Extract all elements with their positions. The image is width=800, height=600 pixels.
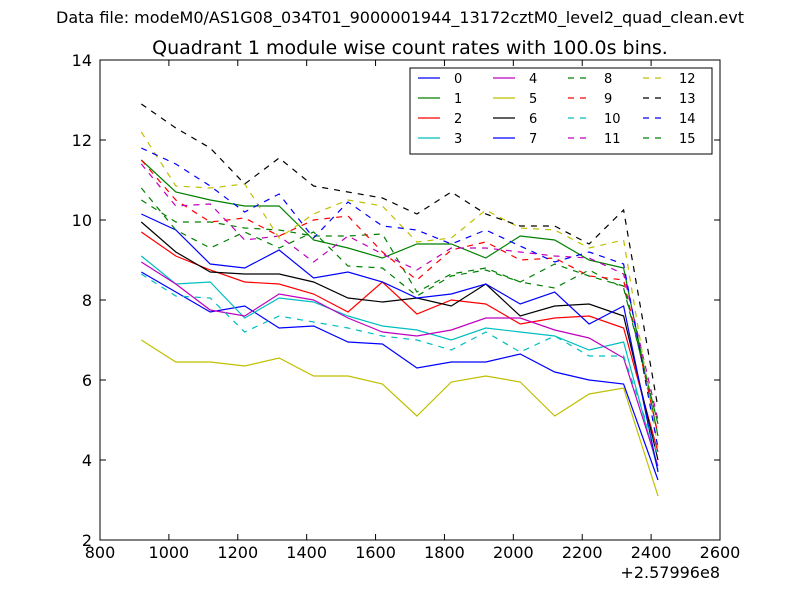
series-line-10 — [140, 273, 659, 457]
series-line-3 — [140, 255, 659, 471]
series-line-14 — [141, 147, 659, 449]
legend-label-8: 8 — [604, 72, 612, 87]
legend-label-1: 1 — [454, 92, 462, 107]
legend-label-15: 15 — [679, 132, 696, 147]
series-line-8 — [140, 199, 659, 425]
figure-suptitle: Data file: modeM0/AS1G08_034T01_90000019… — [56, 8, 744, 28]
x-tick-label: 2400 — [631, 543, 672, 562]
x-tick-label: 2000 — [493, 543, 534, 562]
legend-label-5: 5 — [529, 92, 537, 107]
series-line-12 — [140, 131, 659, 449]
legend-label-4: 4 — [529, 72, 537, 87]
series-line-5 — [140, 339, 659, 497]
x-tick-label: 1200 — [217, 543, 258, 562]
legend-label-14: 14 — [679, 112, 696, 127]
y-tick-label: 10 — [72, 211, 92, 230]
y-tick-label: 4 — [82, 451, 92, 470]
legend-label-0: 0 — [454, 72, 462, 87]
legend-label-12: 12 — [679, 72, 696, 87]
x-tick-label: 1600 — [355, 543, 396, 562]
x-tick-label: 2200 — [562, 543, 603, 562]
series-line-0 — [140, 271, 659, 481]
chart-title: Quadrant 1 module wise count rates with … — [152, 37, 668, 59]
x-tick-label: 800 — [85, 543, 116, 562]
y-tick-label: 6 — [82, 371, 92, 390]
legend-label-11: 11 — [604, 132, 621, 147]
series-line-9 — [140, 159, 659, 435]
legend-label-2: 2 — [454, 112, 462, 127]
series-line-6 — [140, 221, 659, 461]
series-layer — [140, 103, 659, 497]
series-line-2 — [140, 231, 659, 453]
x-tick-label: 1000 — [149, 543, 190, 562]
series-line-11 — [140, 163, 659, 421]
legend-label-9: 9 — [604, 92, 612, 107]
legend-frame — [409, 67, 713, 155]
legend-label-7: 7 — [529, 132, 537, 147]
x-tick-label: 1400 — [286, 543, 327, 562]
x-tick-label: 1800 — [424, 543, 465, 562]
x-axis-offset-label: +2.57996e8 — [620, 563, 720, 582]
y-tick-label: 12 — [72, 131, 92, 150]
series-line-7 — [141, 213, 659, 473]
legend-label-13: 13 — [679, 92, 696, 107]
legend-label-6: 6 — [529, 112, 537, 127]
legend-label-10: 10 — [604, 112, 621, 127]
x-axis: 800 1000 1200 1400 1600 1800 2000 2200 2400 2600 — [85, 60, 741, 562]
y-tick-label: 2 — [82, 531, 92, 550]
legend-label-3: 3 — [454, 132, 462, 147]
series-line-4 — [140, 261, 659, 467]
y-tick-label: 8 — [82, 291, 92, 310]
series-line-1 — [140, 159, 659, 437]
series-line-15 — [140, 187, 659, 425]
x-tick-label: 2600 — [700, 543, 741, 562]
y-tick-label: 14 — [72, 51, 92, 70]
